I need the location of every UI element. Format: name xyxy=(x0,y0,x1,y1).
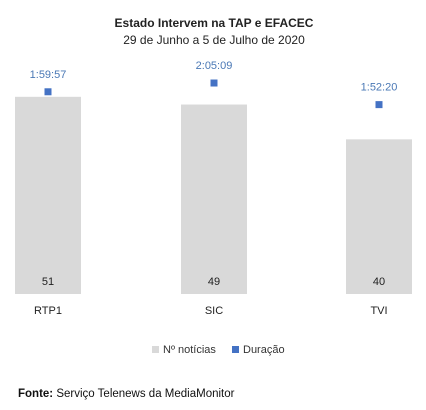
chart-subtitle: 29 de Junho a 5 de Julho de 2020 xyxy=(123,33,305,47)
legend-swatch-duracao xyxy=(232,346,239,353)
bar-value-label: 49 xyxy=(208,276,220,288)
bars-layer: 51 RTP1 1:59:57 49 SIC 2:05:09 40 TVI 1:52:20 xyxy=(15,60,412,317)
duration-label: 1:52:20 xyxy=(361,82,398,94)
bar-tvi xyxy=(346,139,412,294)
duration-point xyxy=(210,79,218,87)
category-label: SIC xyxy=(205,305,223,317)
category-label: RTP1 xyxy=(34,305,62,317)
source-label: Fonte: xyxy=(18,388,54,400)
duration-label: 2:05:09 xyxy=(196,60,233,72)
bar-rtp1 xyxy=(15,96,81,294)
chart-title: Estado Intervem na TAP e EFACEC xyxy=(115,16,314,30)
chart: Estado Intervem na TAP e EFACEC 29 de Ju… xyxy=(15,16,412,356)
bar-value-label: 51 xyxy=(42,276,54,288)
legend-swatch-noticias xyxy=(152,346,159,353)
source-note: Fonte: Serviço Telenews da MediaMonitor xyxy=(18,388,234,400)
duration-label: 1:59:57 xyxy=(30,69,67,81)
legend: Nº notícias Duração xyxy=(152,344,285,356)
bar-sic xyxy=(181,104,247,295)
legend-label-duracao: Duração xyxy=(243,344,285,356)
bar-value-label: 40 xyxy=(373,276,385,288)
duration-point xyxy=(375,101,383,109)
duration-point xyxy=(44,88,52,96)
source-text: Serviço Telenews da MediaMonitor xyxy=(53,388,235,400)
legend-label-noticias: Nº notícias xyxy=(163,344,216,356)
category-label: TVI xyxy=(370,305,387,317)
